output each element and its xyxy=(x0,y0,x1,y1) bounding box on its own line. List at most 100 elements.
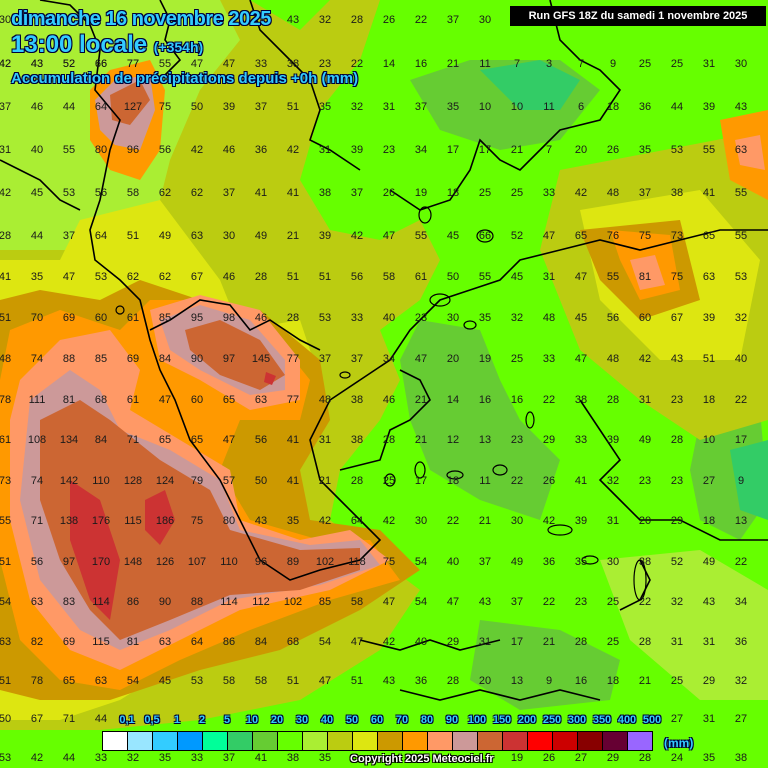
precip-value: 102 xyxy=(283,596,303,608)
precip-value: 102 xyxy=(315,556,335,568)
precip-value: 9 xyxy=(737,475,745,487)
legend-swatch xyxy=(578,732,603,750)
precip-value: 39 xyxy=(606,434,620,446)
precip-value: 47 xyxy=(446,596,460,608)
precip-value: 73 xyxy=(0,475,12,487)
precip-value: 28 xyxy=(446,675,460,687)
precip-value: 31 xyxy=(606,515,620,527)
legend-label: 2 xyxy=(198,714,206,726)
precip-value: 62 xyxy=(158,187,172,199)
precip-value: 77 xyxy=(286,394,300,406)
precip-value: 51 xyxy=(126,230,140,242)
precip-value: 33 xyxy=(94,752,108,764)
precip-value: 176 xyxy=(91,515,111,527)
precip-value: 42 xyxy=(382,515,396,527)
precip-value: 18 xyxy=(702,515,716,527)
precip-value: 126 xyxy=(155,556,175,568)
precip-value: 108 xyxy=(27,434,47,446)
precip-value: 56 xyxy=(606,312,620,324)
precip-value: 73 xyxy=(670,230,684,242)
precip-value: 22 xyxy=(734,394,748,406)
precip-value: 35 xyxy=(30,271,44,283)
precip-value: 36 xyxy=(414,675,428,687)
precip-value: 75 xyxy=(190,515,204,527)
precip-value: 31 xyxy=(0,144,12,156)
color-legend xyxy=(102,731,653,751)
precip-value: 23 xyxy=(318,58,332,70)
precip-value: 84 xyxy=(94,434,108,446)
precip-value: 25 xyxy=(638,58,652,70)
precip-value: 43 xyxy=(382,675,396,687)
precip-value: 22 xyxy=(638,596,652,608)
precip-value: 47 xyxy=(222,434,236,446)
precip-value: 67 xyxy=(190,271,204,283)
precip-value: 30 xyxy=(446,312,460,324)
precip-value: 35 xyxy=(318,101,332,113)
precip-value: 42 xyxy=(0,58,12,70)
precip-value: 33 xyxy=(542,187,556,199)
precip-value: 49 xyxy=(510,556,524,568)
precip-value: 3 xyxy=(545,58,553,70)
precip-value: 43 xyxy=(478,596,492,608)
precip-value: 47 xyxy=(382,230,396,242)
precip-value: 63 xyxy=(254,394,268,406)
precip-value: 21 xyxy=(414,394,428,406)
precip-value: 62 xyxy=(126,271,140,283)
precip-value: 30 xyxy=(0,14,12,26)
precip-value: 31 xyxy=(670,636,684,648)
precip-value: 55 xyxy=(62,144,76,156)
precip-value: 46 xyxy=(254,312,268,324)
legend-label: 400 xyxy=(617,714,637,726)
precip-value: 90 xyxy=(190,353,204,365)
precip-value: 29 xyxy=(670,515,684,527)
precip-value: 26 xyxy=(606,144,620,156)
precip-value: 16 xyxy=(414,58,428,70)
precip-value: 52 xyxy=(62,58,76,70)
precip-value: 28 xyxy=(606,394,620,406)
precip-value: 66 xyxy=(94,58,108,70)
precip-value: 71 xyxy=(126,434,140,446)
precip-value: 71 xyxy=(62,713,76,725)
precip-value: 57 xyxy=(222,475,236,487)
precip-value: 44 xyxy=(94,713,108,725)
precip-value: 42 xyxy=(0,187,12,199)
legend-swatch xyxy=(528,732,553,750)
precip-value: 16 xyxy=(478,394,492,406)
precip-value: 78 xyxy=(30,675,44,687)
precip-value: 28 xyxy=(286,312,300,324)
precip-value: 75 xyxy=(670,271,684,283)
precip-value: 20 xyxy=(478,675,492,687)
legend-label: 250 xyxy=(542,714,562,726)
precip-value: 23 xyxy=(382,144,396,156)
precip-value: 13 xyxy=(510,675,524,687)
precip-value: 39 xyxy=(318,230,332,242)
precip-value: 21 xyxy=(478,515,492,527)
precip-value: 65 xyxy=(574,230,588,242)
precip-value: 45 xyxy=(574,312,588,324)
precip-value: 22 xyxy=(510,475,524,487)
precip-value: 13 xyxy=(734,515,748,527)
legend-swatch xyxy=(403,732,428,750)
precip-value: 47 xyxy=(350,636,364,648)
legend-swatch xyxy=(228,732,253,750)
precip-value: 36 xyxy=(542,556,556,568)
precip-value: 44 xyxy=(30,230,44,242)
precip-value: 64 xyxy=(350,515,364,527)
precip-value: 62 xyxy=(190,187,204,199)
precip-value: 41 xyxy=(0,271,12,283)
precip-value: 50 xyxy=(254,475,268,487)
precip-value: 49 xyxy=(158,230,172,242)
precip-value: 26 xyxy=(382,14,396,26)
precip-value: 31 xyxy=(542,271,556,283)
precip-value: 86 xyxy=(222,636,236,648)
precip-value: 32 xyxy=(734,675,748,687)
precip-value: 54 xyxy=(126,675,140,687)
precip-value: 49 xyxy=(638,434,652,446)
precip-value: 65 xyxy=(62,675,76,687)
precip-value: 186 xyxy=(155,515,175,527)
precip-value: 71 xyxy=(30,515,44,527)
precip-value: 97 xyxy=(62,556,76,568)
precip-value: 36 xyxy=(638,101,652,113)
legend-label: 10 xyxy=(245,714,259,726)
precip-value: 115 xyxy=(124,515,142,527)
